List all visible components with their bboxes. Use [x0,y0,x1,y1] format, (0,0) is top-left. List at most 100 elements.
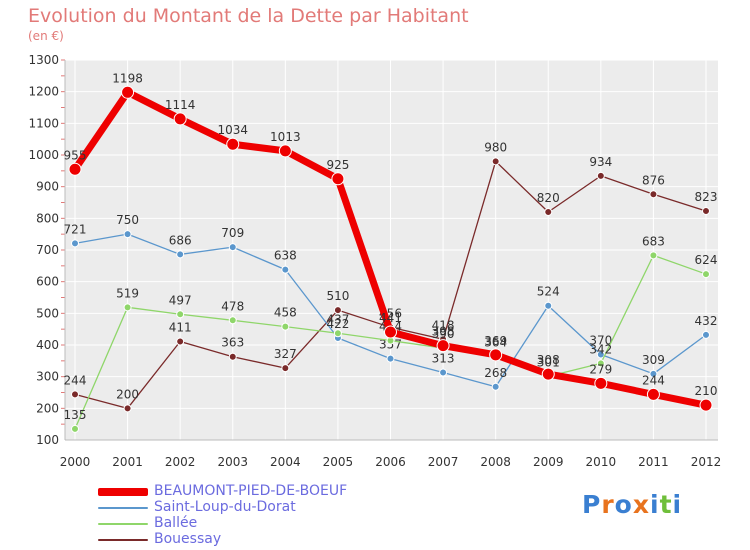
data-point-beaumont-pied-de-boeuf [384,325,397,339]
legend-label: BEAUMONT-PIED-DE-BOEUF [154,483,348,499]
data-label-saint-loup-du-dorat: 432 [695,314,718,328]
y-tick-label: 400 [36,338,59,352]
data-point-saint-loup-du-dorat [439,368,448,377]
data-point-bouessay [491,157,500,166]
data-point-ballee [123,303,132,312]
y-tick-label: 1200 [28,85,59,99]
data-point-beaumont-pied-de-boeuf [331,172,345,186]
data-label-bouessay: 418 [432,318,455,332]
x-tick-label: 2003 [217,455,248,469]
data-label-beaumont-pied-de-boeuf: 441 [379,311,402,325]
data-label-ballee: 135 [64,408,87,422]
data-label-ballee: 390 [432,327,455,341]
data-point-bouessay [71,390,79,399]
x-tick-label: 2000 [60,455,91,469]
data-point-bouessay [123,404,132,413]
y-tick-label: 300 [36,370,59,384]
data-label-bouessay: 327 [274,347,297,361]
x-tick-label: 2008 [480,455,511,469]
data-point-bouessay [596,171,605,180]
data-point-beaumont-pied-de-boeuf [699,398,713,412]
legend-swatch [98,488,148,496]
legend-item-beaumont-pied-de-boeuf: BEAUMONT-PIED-DE-BOEUF [98,483,518,500]
data-label-beaumont-pied-de-boeuf: 1114 [165,98,196,112]
legend-swatch [98,523,148,525]
chart-title: Evolution du Montant de la Dette par Hab… [28,5,469,27]
legend-label: Bouessay [154,531,222,547]
data-point-bouessay [281,364,290,373]
data-label-saint-loup-du-dorat: 638 [274,249,297,263]
data-point-ballee [702,270,710,279]
data-point-ballee [176,310,185,319]
y-tick-label: 800 [36,211,59,225]
data-point-beaumont-pied-de-boeuf [226,137,240,151]
data-point-saint-loup-du-dorat [649,369,658,378]
data-point-beaumont-pied-de-boeuf [173,112,187,126]
data-point-beaumont-pied-de-boeuf [436,339,450,353]
data-label-beaumont-pied-de-boeuf: 1013 [270,130,301,144]
data-point-beaumont-pied-de-boeuf [594,376,608,390]
data-label-beaumont-pied-de-boeuf: 1034 [217,123,248,137]
data-label-saint-loup-du-dorat: 422 [326,317,349,331]
logo-letter: P [582,490,602,519]
data-point-beaumont-pied-de-boeuf [68,162,82,176]
data-point-ballee [281,322,290,331]
legend-label: Ballée [154,515,198,531]
legend-item-bouessay: Bouessay [98,531,518,548]
data-label-ballee: 301 [537,355,560,369]
data-label-bouessay: 363 [221,336,244,350]
data-point-saint-loup-du-dorat [281,265,290,274]
logo-letter: t [659,490,673,519]
data-label-saint-loup-du-dorat: 750 [116,213,139,227]
y-tick-label: 700 [36,243,59,257]
data-point-bouessay [649,190,658,199]
data-point-beaumont-pied-de-boeuf [278,144,292,158]
logo-letter: o [614,490,633,519]
y-tick-label: 100 [36,433,59,447]
data-point-ballee [649,251,658,260]
data-point-ballee [228,316,237,325]
data-point-beaumont-pied-de-boeuf [646,387,660,401]
data-label-beaumont-pied-de-boeuf: 244 [642,373,665,387]
y-tick-label: 600 [36,275,59,289]
y-tick-label: 1300 [28,53,59,67]
data-label-beaumont-pied-de-boeuf: 210 [695,384,718,398]
legend-item-saint-loup-du-dorat: Saint-Loup-du-Dorat [98,499,518,516]
x-tick-label: 2011 [638,455,669,469]
data-point-bouessay [176,337,185,346]
legend-item-ballee: Ballée [98,515,518,532]
data-label-bouessay: 980 [484,140,507,154]
data-label-ballee: 519 [116,286,139,300]
data-label-saint-loup-du-dorat: 709 [221,226,244,240]
data-label-beaumont-pied-de-boeuf: 925 [326,158,349,172]
data-point-bouessay [333,306,342,315]
data-label-bouessay: 876 [642,173,665,187]
data-label-ballee: 364 [484,335,507,349]
data-point-saint-loup-du-dorat [386,354,395,363]
data-label-saint-loup-du-dorat: 370 [589,334,612,348]
data-point-beaumont-pied-de-boeuf [541,367,555,381]
data-label-bouessay: 411 [169,321,192,335]
y-tick-label: 900 [36,180,59,194]
x-tick-label: 2006 [375,455,406,469]
data-label-bouessay: 200 [116,387,139,401]
x-tick-label: 2007 [428,455,459,469]
data-label-beaumont-pied-de-boeuf: 955 [64,148,87,162]
logo-letter: r [601,490,615,519]
data-label-saint-loup-du-dorat: 309 [642,353,665,367]
data-label-ballee: 342 [589,342,612,356]
legend-swatch [98,507,148,509]
data-point-saint-loup-du-dorat [71,239,79,248]
y-tick-label: 1000 [28,148,59,162]
data-point-beaumont-pied-de-boeuf [121,85,135,99]
data-point-saint-loup-du-dorat [702,330,710,339]
data-label-ballee: 683 [642,234,665,248]
data-label-saint-loup-du-dorat: 721 [64,222,87,236]
data-label-ballee: 478 [221,299,244,313]
data-label-ballee: 497 [169,293,192,307]
legend-label: Saint-Loup-du-Dorat [154,499,296,515]
y-tick-label: 1100 [28,116,59,130]
data-label-bouessay: 823 [695,190,718,204]
